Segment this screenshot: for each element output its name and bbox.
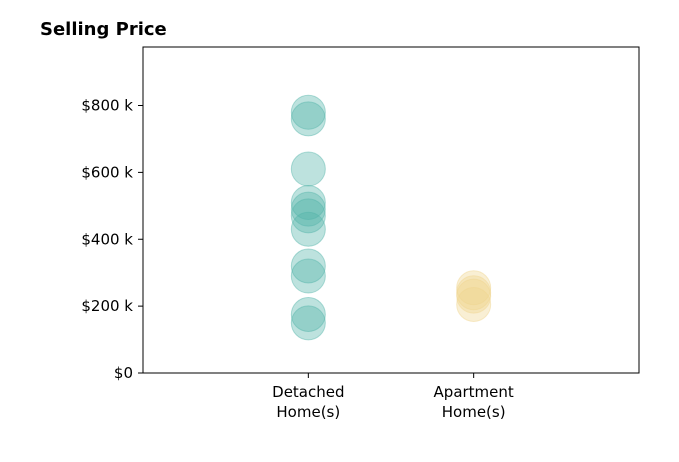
data-point bbox=[290, 305, 326, 341]
data-point bbox=[290, 151, 326, 187]
data-point bbox=[290, 211, 326, 247]
x-tick-label: Apartment Home(s) bbox=[434, 383, 514, 421]
y-tick-label: $200 k bbox=[81, 297, 133, 315]
y-tick-label: $600 k bbox=[81, 163, 133, 181]
y-tick-label: $0 bbox=[114, 364, 133, 382]
data-point bbox=[290, 248, 326, 284]
y-axis: $0 $200 k $400 k $600 k $800 k bbox=[81, 97, 143, 382]
x-tick-label: Detached Home(s) bbox=[272, 383, 344, 421]
data-point bbox=[456, 286, 492, 322]
data-point bbox=[290, 198, 326, 234]
points-layer bbox=[290, 94, 492, 341]
data-point bbox=[456, 270, 492, 306]
chart-title: Selling Price bbox=[40, 19, 167, 40]
y-tick-label: $800 k bbox=[81, 97, 133, 115]
data-point bbox=[290, 94, 326, 130]
data-point bbox=[290, 258, 326, 294]
data-point bbox=[290, 191, 326, 227]
plot-frame bbox=[142, 46, 640, 374]
data-point bbox=[290, 101, 326, 137]
y-tick-label: $400 k bbox=[81, 230, 133, 248]
data-point bbox=[456, 278, 492, 314]
data-point bbox=[456, 275, 492, 311]
x-axis: Detached Home(s) Apartment Home(s) bbox=[272, 373, 514, 421]
data-point bbox=[290, 296, 326, 332]
data-point bbox=[290, 184, 326, 220]
